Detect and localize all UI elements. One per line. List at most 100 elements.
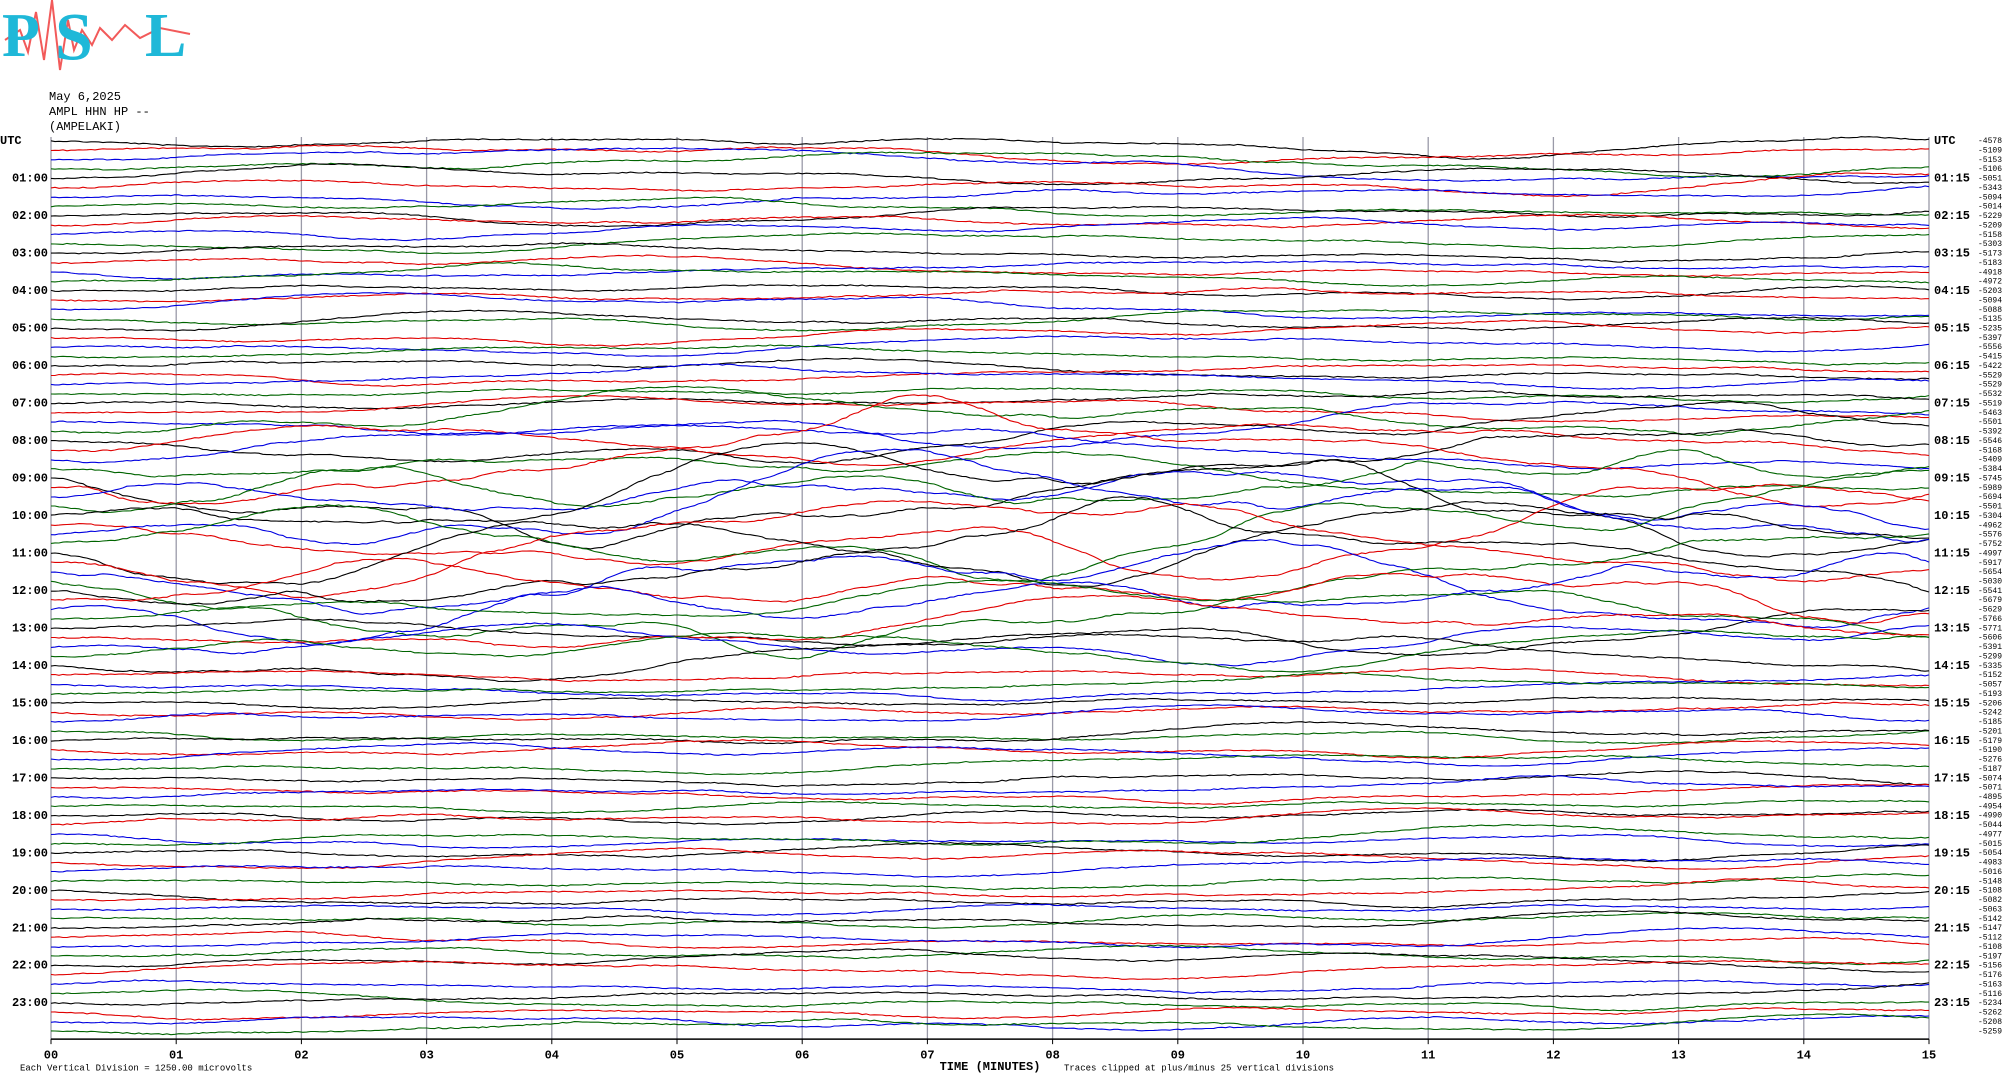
logo-squiggle xyxy=(4,0,191,71)
trace-offset: -5190 xyxy=(1978,746,2002,755)
trace-offset: -5156 xyxy=(1978,962,2002,971)
trace xyxy=(50,385,1930,436)
trace xyxy=(50,775,1930,799)
trace xyxy=(50,533,1930,660)
trace-offset: -5142 xyxy=(1978,915,2002,924)
trace-offset: -5242 xyxy=(1978,709,2002,718)
trace-offset: -5116 xyxy=(1978,990,2002,999)
hour-label-left: 06:00 xyxy=(12,359,48,373)
trace-offset: -5187 xyxy=(1978,765,2002,774)
trace xyxy=(50,889,1930,909)
hour-label-right: 02:15 xyxy=(1934,209,1970,223)
logo-letter: S xyxy=(55,0,93,75)
trace xyxy=(50,799,1930,814)
trace-offset: -5082 xyxy=(1978,896,2002,905)
trace xyxy=(50,205,1930,228)
trace xyxy=(50,499,1930,599)
trace-offset: -4918 xyxy=(1978,268,2002,277)
trace xyxy=(50,136,1930,160)
x-tick-label: 13 xyxy=(1671,1048,1685,1062)
hour-label-right: 15:15 xyxy=(1934,696,1970,710)
trace xyxy=(50,742,1930,767)
trace-offset: -5397 xyxy=(1978,334,2002,343)
trace xyxy=(50,262,1930,287)
hour-label-right: 18:15 xyxy=(1934,809,1970,823)
trace xyxy=(50,903,1930,916)
x-tick-label: 04 xyxy=(545,1048,559,1062)
hour-label-left: 02:00 xyxy=(12,209,48,223)
trace-offset: -5752 xyxy=(1978,540,2002,549)
x-tick-label: 03 xyxy=(419,1048,433,1062)
x-tick-label: 00 xyxy=(44,1048,58,1062)
trace xyxy=(50,622,1930,667)
trace-offset: -5234 xyxy=(1978,999,2002,1008)
hour-label-left: 20:00 xyxy=(12,884,48,898)
hour-label-left: 15:00 xyxy=(12,696,48,710)
trace-offset: -5606 xyxy=(1978,634,2002,643)
trace xyxy=(50,539,1930,629)
trace xyxy=(51,394,1930,508)
trace xyxy=(51,390,1930,410)
trace-offset: -5094 xyxy=(1978,296,2002,305)
traces xyxy=(50,136,1930,1036)
hour-label-left: 18:00 xyxy=(12,809,48,823)
trace-offset: -5074 xyxy=(1978,774,2002,783)
trace xyxy=(51,400,1930,450)
trace xyxy=(50,988,1929,1012)
hour-label-left: 11:00 xyxy=(12,546,48,560)
x-tick-label: 12 xyxy=(1546,1048,1560,1062)
hour-label-left: 12:00 xyxy=(12,584,48,598)
date: May 6,2025 xyxy=(49,90,121,104)
trace-offset: -5229 xyxy=(1978,212,2002,221)
hour-label-left: UTC xyxy=(0,134,22,148)
trace xyxy=(50,808,1930,826)
trace-offset: -5299 xyxy=(1978,652,2002,661)
trace-offset: -4972 xyxy=(1978,278,2002,287)
trace xyxy=(51,496,1930,606)
trace-offset: -5185 xyxy=(1978,718,2002,727)
trace xyxy=(50,629,1930,673)
trace-offset: -5415 xyxy=(1978,353,2002,362)
logo: P S L xyxy=(2,0,191,75)
trace xyxy=(50,448,1930,546)
trace-offset: -5541 xyxy=(1978,587,2002,596)
trace xyxy=(50,363,1930,390)
hour-label-right: 22:15 xyxy=(1934,959,1970,973)
trace-offset: -5745 xyxy=(1978,474,2002,483)
trace-offset: -5176 xyxy=(1978,971,2002,980)
trace-offset: -4578 xyxy=(1978,137,2002,146)
trace xyxy=(50,483,1930,581)
x-tick-label: 09 xyxy=(1171,1048,1185,1062)
trace xyxy=(50,357,1930,381)
trace xyxy=(50,721,1930,745)
scale-note: Each Vertical Division = 1250.00 microvo… xyxy=(20,1063,252,1073)
trace-offset: -5392 xyxy=(1978,428,2002,437)
trace-offset: -5088 xyxy=(1978,306,2002,315)
trace-offset: -5168 xyxy=(1978,446,2002,455)
trace-offset: -5051 xyxy=(1978,175,2002,184)
trace-offset: -5262 xyxy=(1978,1009,2002,1018)
trace xyxy=(50,674,1930,702)
trace-offset: -5206 xyxy=(1978,699,2002,708)
trace xyxy=(50,704,1930,723)
trace-offset: -5109 xyxy=(1978,146,2002,155)
x-tick-label: 10 xyxy=(1296,1048,1310,1062)
hour-label-right: 07:15 xyxy=(1934,397,1970,411)
trace-offset: -5063 xyxy=(1978,905,2002,914)
trace xyxy=(50,807,1930,826)
trace-offset: -5501 xyxy=(1978,503,2002,512)
hour-label-left: 16:00 xyxy=(12,734,48,748)
hour-label-right: 21:15 xyxy=(1934,921,1970,935)
hour-label-right: 14:15 xyxy=(1934,659,1970,673)
trace-offset: -4954 xyxy=(1978,802,2002,811)
trace xyxy=(50,608,1930,656)
x-tick-label: 15 xyxy=(1922,1048,1936,1062)
trace-offset: -5030 xyxy=(1978,577,2002,586)
trace-offset: -5343 xyxy=(1978,184,2002,193)
trace xyxy=(50,500,1930,587)
trace xyxy=(50,944,1930,966)
trace xyxy=(51,770,1930,788)
trace xyxy=(50,783,1930,806)
